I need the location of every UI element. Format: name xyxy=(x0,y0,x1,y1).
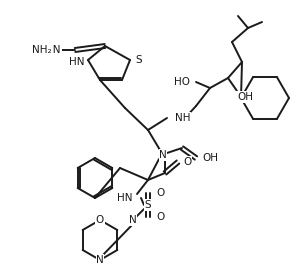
Text: S: S xyxy=(145,200,151,210)
Text: O: O xyxy=(96,215,104,225)
Text: NH₂: NH₂ xyxy=(32,45,52,55)
Text: OH: OH xyxy=(237,92,253,102)
Text: HO: HO xyxy=(174,77,190,87)
Text: N: N xyxy=(159,150,167,160)
Text: HN: HN xyxy=(46,45,61,55)
Text: N: N xyxy=(129,215,137,225)
Text: O: O xyxy=(156,188,164,198)
Text: OH: OH xyxy=(202,153,218,163)
Text: N: N xyxy=(96,255,104,265)
Text: O: O xyxy=(156,212,164,222)
Text: HN: HN xyxy=(68,57,84,67)
Text: O: O xyxy=(183,157,191,167)
Text: HN: HN xyxy=(117,193,133,203)
Text: S: S xyxy=(135,55,142,65)
Text: NH: NH xyxy=(175,113,191,123)
